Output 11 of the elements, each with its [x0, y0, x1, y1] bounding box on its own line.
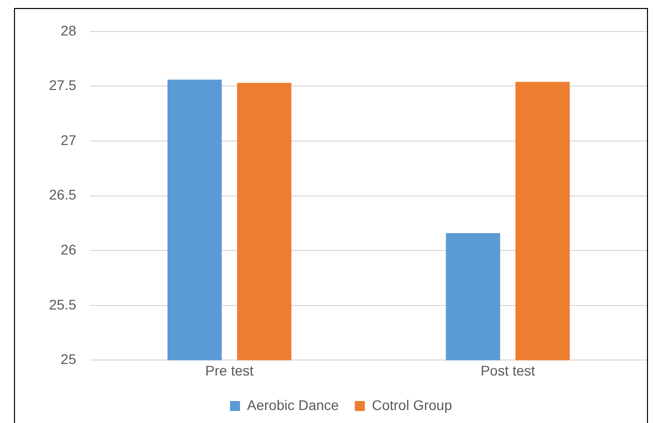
legend-label: Cotrol Group: [372, 396, 452, 413]
y-tick-label: 27: [60, 132, 76, 148]
legend-label: Aerobic Dance: [247, 396, 340, 413]
y-tick-label: 26.5: [49, 186, 76, 203]
y-tick-label: 25: [60, 351, 76, 368]
y-tick-label: 27.5: [49, 77, 76, 94]
y-tick-label: 25.5: [49, 296, 76, 312]
y-tick-label: 26: [60, 241, 76, 258]
x-tick-label: Post test: [480, 362, 536, 378]
x-tick-label: Pre test: [205, 362, 254, 378]
y-tick-label: 28: [60, 22, 76, 38]
